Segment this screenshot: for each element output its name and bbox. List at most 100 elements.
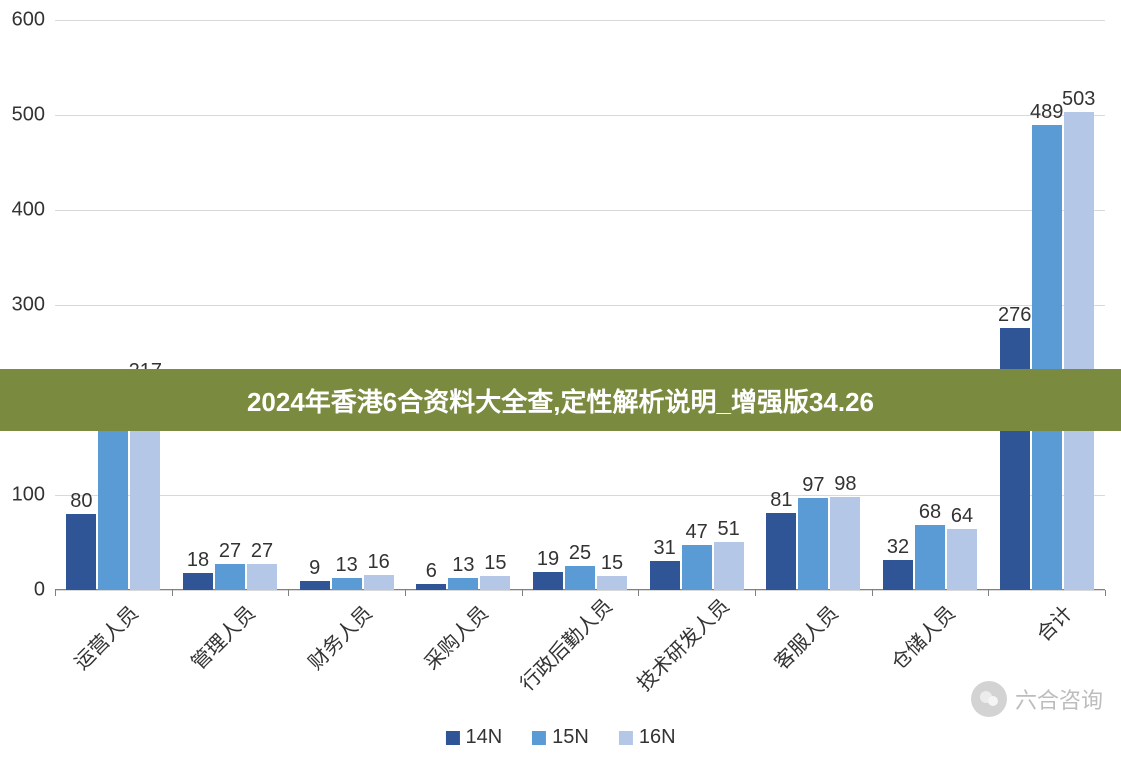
x-category-label: 行政后勤人员 <box>512 598 610 696</box>
bar: 32 <box>883 560 913 590</box>
x-tick-mark <box>288 590 289 596</box>
legend-item: 16N <box>619 726 676 749</box>
legend-item: 14N <box>445 726 502 749</box>
bar-value-label: 68 <box>919 501 941 524</box>
bar-group: 91316 <box>300 575 394 590</box>
bar-group: 326864 <box>883 525 977 590</box>
bar-value-label: 32 <box>887 536 909 559</box>
bar-value-label: 51 <box>718 518 740 541</box>
legend-label: 16N <box>639 726 676 749</box>
gridline <box>55 305 1105 306</box>
bar-value-label: 13 <box>452 554 474 577</box>
bar: 489 <box>1032 125 1062 590</box>
legend-swatch <box>445 731 459 745</box>
bar-value-label: 98 <box>834 473 856 496</box>
bar-value-label: 64 <box>951 505 973 528</box>
bar: 19 <box>533 572 563 590</box>
overlay-banner: 2024年香港6合资料大全查,定性解析说明_增强版34.26 <box>0 369 1121 431</box>
bar: 15 <box>597 576 627 590</box>
legend-label: 14N <box>465 726 502 749</box>
bar-group: 192515 <box>533 566 627 590</box>
bar-value-label: 16 <box>368 551 390 574</box>
chart-legend: 14N 15N 16N <box>445 726 675 749</box>
bar: 80 <box>66 514 96 590</box>
bar-value-label: 27 <box>251 540 273 563</box>
bar: 25 <box>565 566 595 590</box>
bar-value-label: 276 <box>998 304 1031 327</box>
legend-item: 15N <box>532 726 589 749</box>
bar-value-label: 489 <box>1030 101 1063 124</box>
bar: 97 <box>798 498 828 590</box>
y-tick-label: 400 <box>12 199 45 222</box>
bar: 13 <box>332 578 362 590</box>
x-category-label: 财务人员 <box>279 598 377 696</box>
bar: 27 <box>215 564 245 590</box>
legend-label: 15N <box>552 726 589 749</box>
bar: 18 <box>183 573 213 590</box>
legend-swatch <box>619 731 633 745</box>
bar: 31 <box>650 561 680 590</box>
bar-value-label: 15 <box>484 552 506 575</box>
legend-swatch <box>532 731 546 745</box>
bar-group: 314751 <box>650 542 744 590</box>
bar-value-label: 18 <box>187 549 209 572</box>
bar: 27 <box>247 564 277 590</box>
gridline <box>55 115 1105 116</box>
bar: 276 <box>1000 328 1030 590</box>
bar: 64 <box>947 529 977 590</box>
bar: 81 <box>766 513 796 590</box>
bar: 9 <box>300 581 330 590</box>
y-tick-label: 300 <box>12 294 45 317</box>
y-tick-label: 600 <box>12 9 45 32</box>
x-tick-mark <box>638 590 639 596</box>
bar-value-label: 31 <box>654 537 676 560</box>
bar: 15 <box>480 576 510 590</box>
x-tick-mark <box>755 590 756 596</box>
gridline <box>55 20 1105 21</box>
bar-value-label: 13 <box>336 554 358 577</box>
x-tick-mark <box>988 590 989 596</box>
bar: 16 <box>364 575 394 590</box>
y-axis: 0100200300400500600 <box>0 20 50 590</box>
x-tick-mark <box>55 590 56 596</box>
wechat-icon <box>971 681 1007 717</box>
bar-value-label: 25 <box>569 542 591 565</box>
gridline <box>55 210 1105 211</box>
gridline <box>55 495 1105 496</box>
y-tick-label: 0 <box>34 579 45 602</box>
bar-value-label: 9 <box>309 557 320 580</box>
bar: 51 <box>714 542 744 590</box>
x-category-label: 仓储人员 <box>862 598 960 696</box>
bar: 503 <box>1064 112 1094 590</box>
bar-group: 276489503 <box>1000 112 1094 590</box>
x-category-label: 采购人员 <box>396 598 494 696</box>
chart-plot-area: 8019921718272791316613151925153147518197… <box>55 20 1105 590</box>
bar: 13 <box>448 578 478 590</box>
bar-value-label: 15 <box>601 552 623 575</box>
x-tick-mark <box>522 590 523 596</box>
bar-group: 61315 <box>416 576 510 590</box>
bar: 68 <box>915 525 945 590</box>
x-tick-mark <box>172 590 173 596</box>
bar: 98 <box>830 497 860 590</box>
watermark: 六合咨询 <box>971 681 1103 717</box>
chart-container: 0100200300400500600 80199217182727913166… <box>0 0 1121 757</box>
x-tick-mark <box>872 590 873 596</box>
bar-group: 182727 <box>183 564 277 590</box>
bar: 47 <box>682 545 712 590</box>
y-tick-label: 100 <box>12 484 45 507</box>
bar-value-label: 503 <box>1062 88 1095 111</box>
x-category-label: 客服人员 <box>746 598 844 696</box>
watermark-text: 六合咨询 <box>1015 683 1103 715</box>
bar-value-label: 6 <box>426 560 437 583</box>
bar: 6 <box>416 584 446 590</box>
x-category-label: 管理人员 <box>162 598 260 696</box>
bar-value-label: 19 <box>537 548 559 571</box>
bar-group: 819798 <box>766 497 860 590</box>
bar-value-label: 80 <box>70 490 92 513</box>
y-tick-label: 500 <box>12 104 45 127</box>
x-tick-mark <box>405 590 406 596</box>
bar-value-label: 81 <box>770 489 792 512</box>
gridline <box>55 590 1105 591</box>
x-category-label: 运营人员 <box>46 598 144 696</box>
